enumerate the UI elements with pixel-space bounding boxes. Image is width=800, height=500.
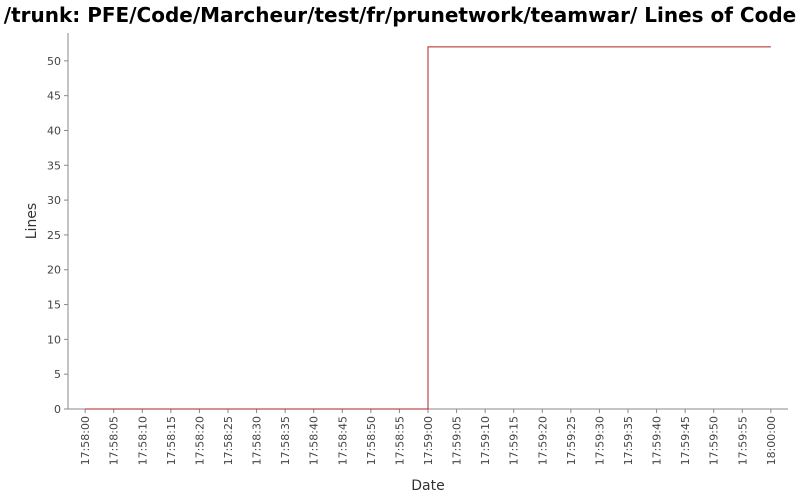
x-tick-label: 17:58:10 [136, 416, 149, 465]
y-tick-label: 30 [47, 194, 61, 207]
x-tick-label: 17:58:00 [79, 416, 92, 465]
x-tick-label: 17:58:45 [336, 416, 349, 465]
x-tick-label: 17:58:35 [279, 416, 292, 465]
y-tick-label: 20 [47, 264, 61, 277]
x-tick-label: 17:59:30 [593, 416, 606, 465]
x-tick-label: 17:59:35 [622, 416, 635, 465]
x-tick-label: 17:58:15 [165, 416, 178, 465]
x-tick-label: 17:58:50 [365, 416, 378, 465]
x-tick-label: 17:59:20 [536, 416, 549, 465]
y-tick-label: 50 [47, 55, 61, 68]
x-tick-label: 17:58:55 [393, 416, 406, 465]
x-tick-label: 17:59:55 [736, 416, 749, 465]
x-tick-label: 17:59:10 [479, 416, 492, 465]
x-tick-label: 17:59:40 [651, 416, 664, 465]
y-tick-label: 25 [47, 229, 61, 242]
x-tick-label: 17:59:15 [508, 416, 521, 465]
x-tick-label: 17:59:25 [565, 416, 578, 465]
y-tick-label: 40 [47, 124, 61, 137]
y-tick-label: 35 [47, 159, 61, 172]
y-tick-label: 45 [47, 90, 61, 103]
x-tick-label: 17:59:50 [708, 416, 721, 465]
x-tick-label: 17:58:25 [222, 416, 235, 465]
x-tick-label: 18:00:00 [765, 416, 778, 465]
x-axis-label: Date [411, 478, 444, 494]
x-tick-label: 17:58:05 [108, 416, 121, 465]
chart-title: /trunk: PFE/Code/Marcheur/test/fr/prunet… [3, 3, 797, 27]
y-tick-label: 10 [47, 333, 61, 346]
y-tick-label: 0 [54, 403, 61, 416]
x-tick-label: 17:59:00 [422, 416, 435, 465]
series-line [85, 46, 771, 410]
x-tick-label: 17:58:20 [193, 416, 206, 465]
y-tick-label: 5 [54, 368, 61, 381]
y-tick-label: 15 [47, 299, 61, 312]
x-tick-label: 17:58:40 [308, 416, 321, 465]
y-axis-label: Lines [24, 203, 40, 239]
x-tick-label: 17:59:05 [451, 416, 464, 465]
x-tick-label: 17:59:45 [679, 416, 692, 465]
x-tick-label: 17:58:30 [251, 416, 264, 465]
